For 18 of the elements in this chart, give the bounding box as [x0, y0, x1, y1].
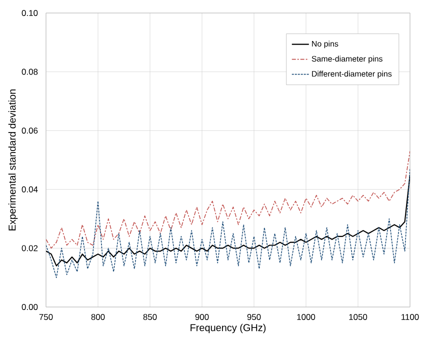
y-tick-label: 0.00	[22, 304, 38, 310]
y-tick-label: 0.02	[22, 245, 38, 252]
y-axis-title: Experimental standard deviation	[8, 90, 18, 230]
y-tick-label: 0.10	[22, 10, 38, 16]
x-tick-label: 850	[143, 314, 157, 320]
line-series	[46, 168, 410, 278]
y-tick-label: 0.08	[22, 68, 38, 75]
x-tick-label: 750	[39, 314, 53, 320]
line-series	[46, 150, 410, 249]
x-tick-label: 1050	[349, 314, 368, 320]
x-tick-label: 1100	[402, 314, 419, 320]
x-tick-label: 950	[247, 314, 261, 320]
x-tick-label: 800	[91, 314, 105, 320]
y-tick-label: 0.04	[22, 186, 38, 192]
x-tick-label: 900	[195, 314, 209, 320]
y-tick-label: 0.06	[22, 128, 38, 134]
x-tick-label: 1000	[297, 314, 316, 320]
x-axis-title: Frequency (GHz)	[190, 324, 266, 334]
